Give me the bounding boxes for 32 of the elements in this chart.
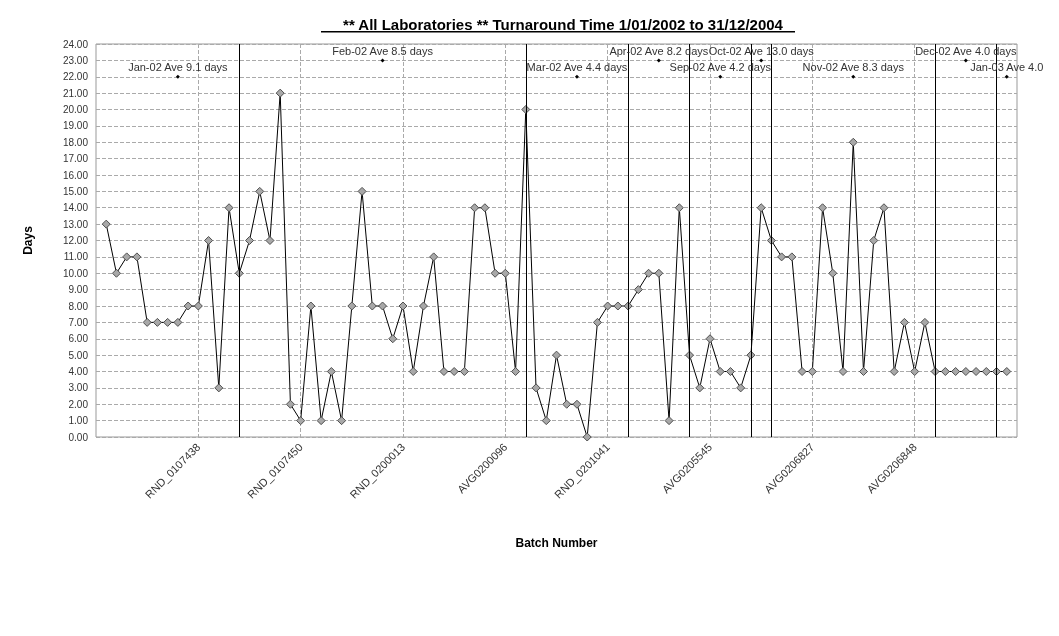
y-tick-label: 22.00 [62, 71, 89, 83]
y-tick-label: 2.00 [68, 398, 89, 410]
y-tick-label: 21.00 [62, 87, 89, 99]
y-tick-label: 14.00 [62, 202, 89, 214]
y-tick-label: 20.00 [62, 104, 89, 115]
y-tick-label: 4.00 [68, 366, 89, 377]
y-tick-label: 3.00 [68, 382, 89, 394]
y-tick-label: 12.00 [62, 235, 89, 246]
chart-title: ** All Laboratories ** Turnaround Time 1/01/2002 to 31/12/2004 [343, 16, 784, 33]
y-tick-label: 19.00 [62, 120, 89, 132]
y-tick-label: 8.00 [68, 300, 89, 312]
y-tick-label: 17.00 [62, 153, 89, 165]
x-axis-title: Batch Number [515, 536, 598, 550]
y-tick-label: 6.00 [68, 333, 89, 345]
y-tick-label: 10.00 [62, 267, 89, 279]
y-tick-label: 0.00 [68, 431, 89, 443]
y-tick-label: 7.00 [68, 316, 89, 328]
y-tick-label: 15.00 [62, 185, 89, 197]
annotation: Jan-02 Ave 9.1 days [128, 61, 229, 74]
annotation: Mar-02 Ave 4.4 days [526, 61, 628, 74]
y-tick-label: 9.00 [68, 284, 89, 296]
y-tick-label: 16.00 [62, 169, 89, 181]
annotation: Nov-02 Ave 8.3 days [802, 61, 905, 74]
y-axis-title: Days [21, 225, 35, 255]
y-tick-label: 18.00 [62, 136, 89, 148]
y-tick-label: 13.00 [62, 218, 89, 230]
y-tick-label: 11.00 [63, 251, 89, 263]
y-tick-label: 5.00 [68, 349, 89, 361]
y-tick-label: 1.00 [68, 415, 89, 427]
annotation: Feb-02 Ave 8.5 days [332, 44, 434, 57]
y-tick-label: 23.00 [62, 54, 89, 66]
y-tick-label: 24.00 [62, 38, 89, 50]
